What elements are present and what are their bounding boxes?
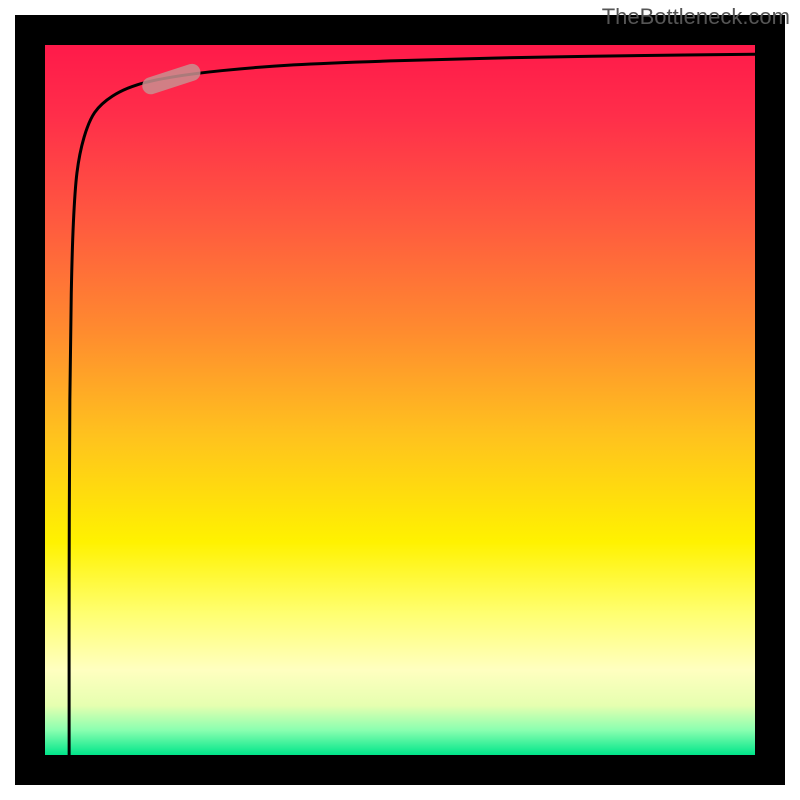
chart-container: TheBottleneck.com bbox=[0, 0, 800, 800]
bottleneck-chart bbox=[0, 0, 800, 800]
gradient-background bbox=[45, 45, 755, 755]
